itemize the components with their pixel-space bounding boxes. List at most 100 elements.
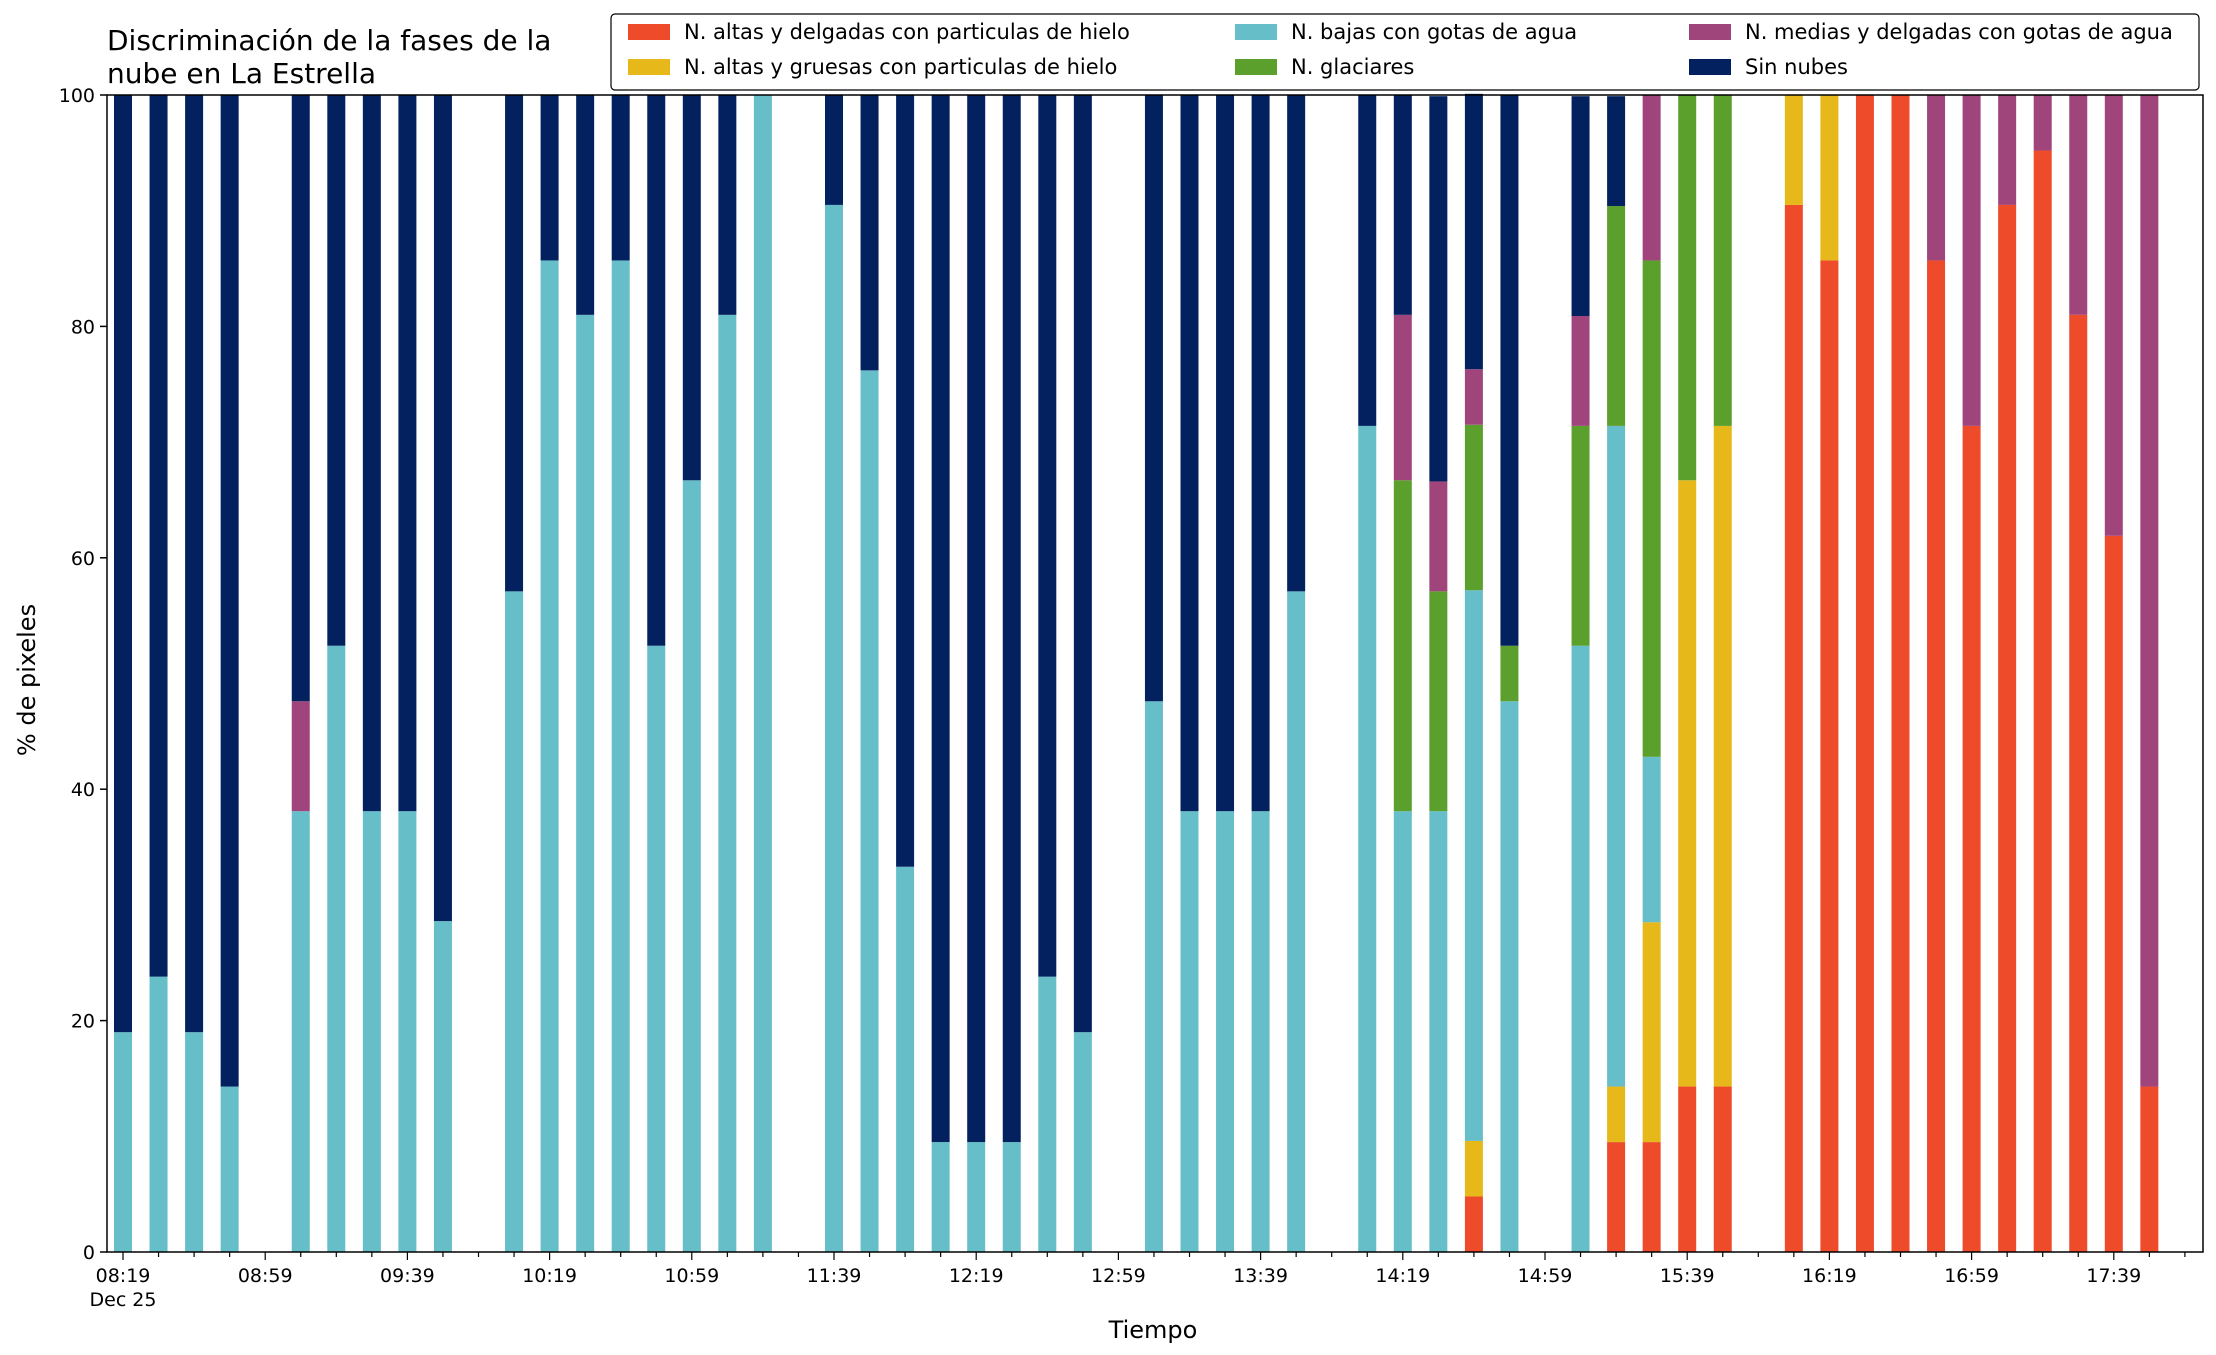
bar-segment (2069, 314, 2088, 1253)
bar-segment (1998, 95, 2017, 205)
bar-segment (2033, 150, 2052, 1252)
bar-segment (1144, 701, 1163, 1252)
bar-segment (718, 314, 737, 1253)
legend-label: N. altas y delgadas con particulas de hi… (684, 20, 1130, 44)
bar-segment (2033, 95, 2052, 151)
bar-segment (1642, 95, 1661, 261)
legend-item: Sin nubes (1689, 55, 1848, 79)
bar-segment (647, 95, 666, 646)
legend-swatch (628, 24, 670, 40)
x-tick-label: 14:19 (1375, 1265, 1430, 1287)
bar-segment (611, 95, 630, 261)
y-axis-label: % de pixeles (13, 604, 41, 756)
legend-label: Sin nubes (1745, 55, 1848, 79)
bar-segment (1713, 1086, 1732, 1252)
bar-segment (896, 95, 915, 867)
bar-segment (1464, 93, 1483, 370)
legend-item: N. medias y delgadas con gotas de agua (1689, 20, 2173, 44)
bar-segment (860, 95, 879, 371)
bar-segment (1073, 95, 1092, 1033)
bar-segment (682, 95, 701, 481)
bar-segment (931, 95, 950, 1143)
bar-segment (1180, 95, 1199, 812)
legend-label: N. bajas con gotas de agua (1291, 20, 1577, 44)
bar-segment (1642, 756, 1661, 923)
bar-segment (1464, 369, 1483, 425)
bar-segment (1464, 1140, 1483, 1197)
bar-segment (114, 95, 132, 1033)
plot-frame (106, 94, 2204, 1253)
bar-segment (362, 811, 381, 1252)
bar-segment (576, 95, 595, 315)
x-tick-label: 08:19 (96, 1265, 151, 1287)
legend-swatch (1235, 59, 1277, 75)
bar-segment (220, 95, 239, 1087)
bar-segment (1500, 701, 1519, 1252)
bar-segment (1642, 922, 1661, 1143)
bar-segment (1962, 425, 1981, 1252)
y-tick-label: 0 (83, 1242, 95, 1264)
bar-segment (1180, 811, 1199, 1252)
bar-segment (1571, 645, 1590, 1252)
bars-layer (114, 93, 2159, 1253)
bar-segment (291, 701, 310, 812)
bar-segment (2140, 95, 2159, 1087)
bar-segment (1500, 645, 1519, 702)
bar-segment (1429, 481, 1448, 592)
legend-swatch (1689, 24, 1731, 40)
bar-segment (149, 95, 168, 977)
legend-item: N. altas y delgadas con particulas de hi… (628, 20, 1130, 44)
x-tick-label: 16:59 (1944, 1265, 1999, 1287)
bar-segment (505, 591, 524, 1252)
bar-segment (1429, 96, 1448, 482)
bar-segment (505, 95, 524, 592)
bar-segment (576, 314, 595, 1253)
bar-segment (1927, 260, 1946, 1252)
bar-segment (1642, 260, 1661, 757)
bar-segment (327, 95, 346, 646)
bar-segment (1784, 204, 1803, 1252)
x-tick-label: 14:59 (1518, 1265, 1573, 1287)
bar-segment (2140, 1086, 2159, 1252)
bar-segment (1038, 95, 1057, 977)
bar-segment (1464, 424, 1483, 591)
legend-label: N. medias y delgadas con gotas de agua (1745, 20, 2173, 44)
bar-segment (1464, 1196, 1483, 1252)
bar-segment (362, 95, 381, 812)
bar-segment (967, 1142, 986, 1252)
bar-segment (1678, 95, 1697, 481)
bar-segment (291, 811, 310, 1252)
x-tick-label: 17:39 (2086, 1265, 2141, 1287)
bar-segment (860, 370, 879, 1252)
chart-title-line-2: nube en La Estrella (107, 57, 376, 90)
bar-segment (1820, 95, 1839, 261)
bar-segment (1713, 95, 1732, 426)
bar-segment (1571, 315, 1590, 426)
x-tick-label: 13:39 (1233, 1265, 1288, 1287)
x-axis-label: Tiempo (1108, 1316, 1198, 1344)
bar-segment (1713, 425, 1732, 1087)
y-tick-label: 60 (71, 548, 95, 570)
legend-swatch (1689, 59, 1731, 75)
bar-segment (1607, 206, 1626, 426)
bar-segment (1607, 425, 1626, 1087)
y-tick-label: 100 (59, 85, 95, 107)
bar-segment (682, 480, 701, 1252)
bar-segment (1358, 95, 1377, 426)
bar-segment (327, 645, 346, 1252)
bar-segment (1002, 1142, 1021, 1252)
bar-segment (398, 811, 417, 1252)
x-tick-label: 15:39 (1660, 1265, 1715, 1287)
bar-segment (1002, 95, 1021, 1143)
bar-segment (1287, 95, 1306, 592)
bar-segment (1251, 95, 1270, 812)
x-tick-label: 11:39 (807, 1265, 862, 1287)
bar-segment (1073, 1032, 1092, 1252)
bar-segment (291, 95, 310, 702)
chart-title-line-1: Discriminación de la fases de la (107, 24, 551, 57)
y-tick-label: 80 (71, 316, 95, 338)
bar-segment (2104, 95, 2123, 536)
x-tick-label: 10:19 (522, 1265, 577, 1287)
x-tick-label: 09:39 (380, 1265, 435, 1287)
x-tick-label: 08:59 (238, 1265, 293, 1287)
